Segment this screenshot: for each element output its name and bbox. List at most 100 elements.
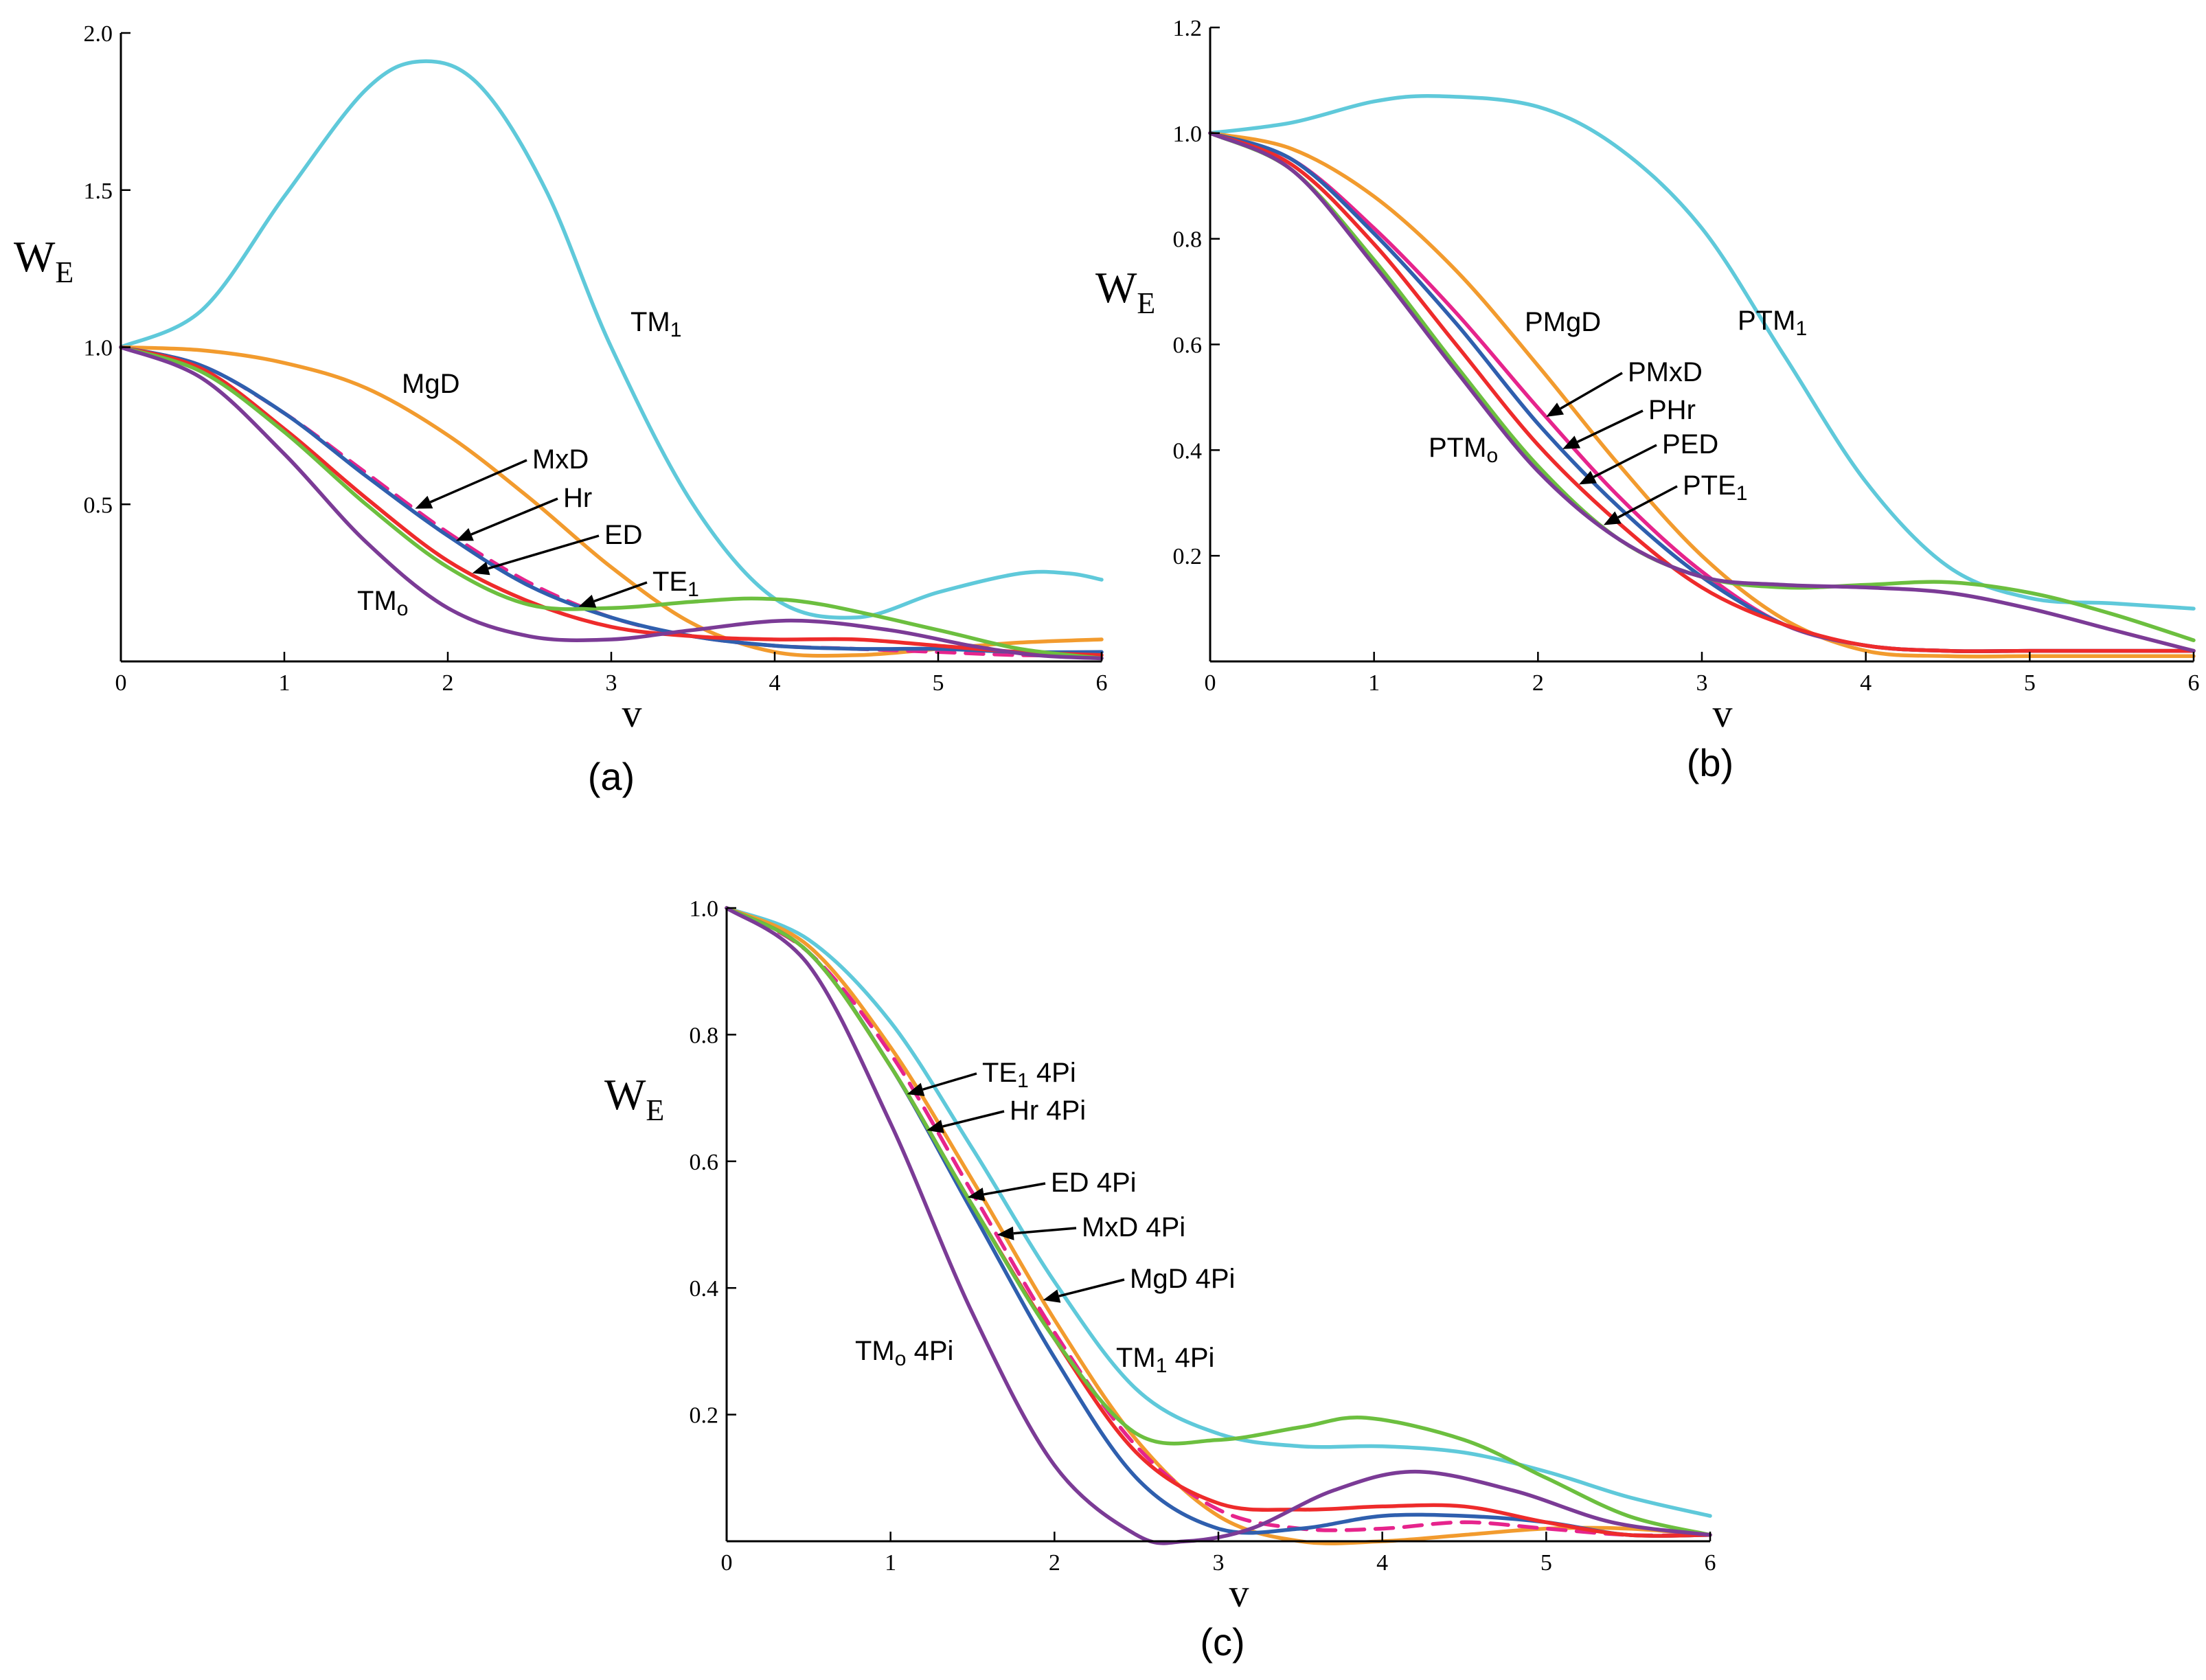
arrow-hr [470, 497, 558, 536]
curve-label-pmxd: PMxD [1628, 357, 1703, 387]
curve-label-sub: 1 [687, 578, 699, 601]
curve-label-mxd: MxD [532, 444, 589, 475]
y-axis-label-main: W [14, 232, 56, 281]
y-axis-label-main: W [1095, 263, 1137, 312]
curve-label-main: PED [1662, 429, 1718, 459]
y-axis-label-sub: E [55, 256, 73, 289]
x-axis-label: v [1229, 1571, 1249, 1615]
curve-label-tm0: TMo [357, 586, 408, 620]
curve-label-tm1-4pi: TM1 4Pi [1116, 1343, 1214, 1377]
curve-label-te1: TE1 [652, 567, 699, 601]
curve-label-main: TE [652, 567, 687, 597]
curve-label-rest: 4Pi [1089, 1168, 1137, 1198]
arrowhead-phr [1562, 435, 1581, 449]
panel-label: (c) [1200, 1620, 1244, 1664]
arrowhead-ed [472, 562, 490, 576]
curve-label-sub: 1 [1156, 1354, 1168, 1377]
curve-label-pte1: PTE1 [1683, 470, 1747, 505]
y-tick-label: 1.0 [1173, 122, 1203, 147]
x-tick-label: 5 [933, 670, 944, 696]
curve-label-main: PTE [1683, 470, 1736, 501]
x-tick-label: 4 [1860, 670, 1872, 696]
series-line-te1-4pi [725, 906, 1712, 1537]
curve-label-sub: 1 [1795, 317, 1807, 340]
x-tick-label: 2 [1532, 670, 1544, 696]
arrow-hr-4pi [942, 1110, 1005, 1128]
curve-label-hr-4pi: Hr 4Pi [1010, 1096, 1086, 1126]
x-tick-label: 6 [1096, 670, 1108, 696]
x-tick-label: 6 [1705, 1550, 1716, 1576]
x-tick-label: 5 [2024, 670, 2036, 696]
x-tick-label: 6 [2188, 670, 2200, 696]
curve-label-rest: 4Pi [906, 1336, 953, 1366]
y-tick-label: 0.6 [690, 1150, 719, 1175]
y-axis-label: WE [14, 232, 73, 289]
x-tick-label: 5 [1540, 1550, 1552, 1576]
y-axis-label: WE [1095, 263, 1155, 320]
curve-label-main: ED [604, 520, 643, 550]
y-tick-label: 0.2 [690, 1403, 719, 1429]
curve-label-mgd: MgD [402, 369, 459, 399]
arrowhead-te1 [578, 594, 597, 608]
curve-label-sub: o [1486, 444, 1498, 467]
y-tick-label: 0.5 [84, 492, 113, 518]
y-tick-label: 0.4 [690, 1276, 719, 1302]
curve-label-ptm1: PTM1 [1738, 306, 1807, 340]
curve-label-sub: o [895, 1348, 907, 1370]
curve-label-tm1: TM1 [630, 307, 681, 341]
x-tick-label: 4 [769, 670, 781, 696]
curve-label-mgd-4pi: MgD 4Pi [1130, 1264, 1235, 1294]
y-tick-label: 0.2 [1173, 544, 1203, 569]
y-tick-label: 0.4 [1173, 438, 1203, 464]
curve-label-hr: Hr [563, 483, 592, 513]
arrowhead-pte1 [1603, 511, 1622, 525]
arrowhead-mgd-4pi [1043, 1289, 1061, 1303]
arrowhead-te1-4pi [907, 1082, 925, 1096]
arrow-mxd [429, 459, 527, 503]
curve-label-main: Hr [563, 483, 592, 513]
x-tick-label: 3 [1213, 1550, 1225, 1576]
arrow-phr [1577, 409, 1644, 444]
arrow-mgd-4pi [1058, 1278, 1125, 1297]
series-line-ptm0 [1208, 131, 2196, 653]
panel-label: (a) [588, 755, 635, 798]
y-tick-label: 0.8 [690, 1023, 719, 1048]
curve-label-rest: 4Pi [1187, 1264, 1235, 1294]
y-axis-label-main: W [604, 1070, 646, 1119]
arrow-ed [488, 534, 600, 570]
y-axis-label-sub: E [1137, 286, 1155, 320]
panel-b: 0 1 2 3 4 5 60.20.40.60.81.01.2vWE(b)PTM1PMgDP… [1095, 16, 2200, 784]
curve-label-te1-4pi: TE1 4Pi [982, 1058, 1076, 1092]
y-tick-label: 1.2 [1173, 16, 1203, 41]
arrow-te1-4pi [922, 1072, 977, 1091]
arrowhead-ped [1579, 470, 1597, 485]
y-tick-label: 1.0 [84, 336, 113, 361]
curve-label-main: MgD [1130, 1264, 1187, 1294]
y-axis-label-sub: E [646, 1093, 664, 1127]
arrow-mxd-4pi [1013, 1227, 1077, 1235]
series-line-te1 [119, 345, 1104, 661]
arrow-ed-4pi [983, 1182, 1046, 1196]
x-tick-label: 1 [1368, 670, 1380, 696]
curve-label-main: PTM [1429, 433, 1486, 463]
y-axis-label: WE [604, 1070, 664, 1127]
curve-label-main: MxD [1082, 1212, 1138, 1242]
panel-a: 0 1 2 3 4 5 60.51.01.52.0vWE(a)TM1MgDMxDHrEDTE… [14, 21, 1108, 798]
arrowhead-ed-4pi [967, 1188, 986, 1201]
curve-label-sub: 1 [1736, 482, 1748, 505]
curve-label-main: PMgD [1525, 307, 1601, 337]
curve-label-main: PTM [1738, 306, 1795, 336]
curve-label-ped: PED [1662, 429, 1718, 459]
y-tick-label: 2.0 [84, 21, 113, 47]
x-axis-label: v [1713, 691, 1733, 736]
curve-label-main: PMxD [1628, 357, 1703, 387]
arrow-pmxd [1560, 372, 1623, 410]
arrowhead-hr [455, 527, 474, 541]
x-tick-label: 0 [1205, 670, 1216, 696]
curve-label-mxd-4pi: MxD 4Pi [1082, 1212, 1185, 1242]
series-line-hr [119, 345, 1104, 655]
curve-label-main: MgD [402, 369, 459, 399]
arrowhead-mxd [415, 495, 433, 509]
series-line-ed [119, 345, 1104, 657]
